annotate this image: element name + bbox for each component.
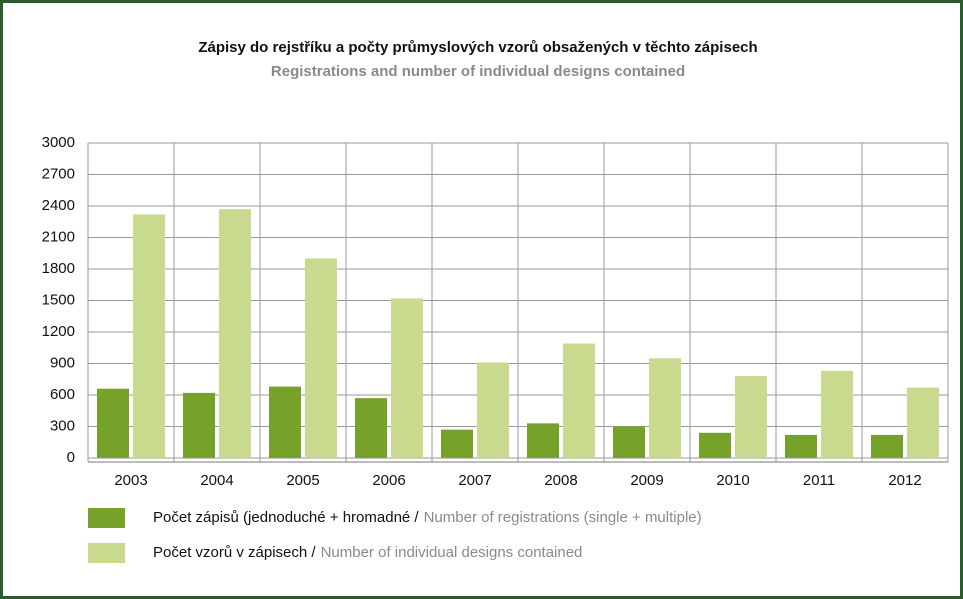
bar (821, 370, 853, 458)
bar (785, 434, 817, 458)
x-tick-label: 2003 (114, 472, 147, 489)
y-tick-label: 300 (50, 417, 75, 434)
bar (613, 426, 645, 458)
legend-swatch (88, 543, 125, 563)
bar (477, 362, 509, 458)
x-tick-label: 2012 (888, 472, 921, 489)
y-tick-label: 2400 (42, 197, 75, 214)
bar (355, 398, 387, 458)
y-tick-label: 1800 (42, 260, 75, 277)
bar (183, 392, 215, 458)
bar (441, 429, 473, 458)
legend-name-en: Number of individual designs contained (321, 544, 583, 561)
bar (219, 209, 251, 458)
bar (649, 358, 681, 458)
bar (871, 434, 903, 458)
bar (391, 298, 423, 458)
x-tick-label: 2011 (803, 472, 835, 489)
y-tick-label: 2100 (42, 228, 75, 245)
bar (907, 387, 939, 458)
x-tick-label: 2009 (630, 472, 663, 489)
bar (735, 376, 767, 458)
legend-name: Počet zápisů (jednoduché + hromadné / (153, 509, 419, 526)
bar (699, 432, 731, 458)
bar (269, 386, 301, 458)
x-tick-label: 2005 (286, 472, 319, 489)
legend-name-en: Number of registrations (single + multip… (424, 509, 702, 526)
bar (563, 343, 595, 458)
legend-label: Počet vzorů v zápisech / Number of indivi… (153, 544, 582, 561)
chart-subtitle: Registrations and number of individual d… (271, 63, 685, 80)
y-tick-label: 600 (50, 386, 75, 403)
x-tick-label: 2004 (200, 472, 233, 489)
x-tick-label: 2007 (458, 472, 491, 489)
legend-label: Počet zápisů (jednoduché + hromadné / Num… (153, 509, 702, 526)
y-tick-label: 900 (50, 354, 75, 371)
y-tick-label: 1500 (42, 291, 75, 308)
legend-swatch (88, 508, 125, 528)
bar (527, 423, 559, 458)
bar (97, 388, 129, 458)
x-tick-label: 2008 (544, 472, 577, 489)
bar (305, 258, 337, 458)
y-tick-label: 0 (67, 449, 75, 466)
legend-name: Počet vzorů v zápisech / (153, 544, 316, 561)
y-tick-label: 2700 (42, 165, 75, 182)
chart-title: Zápisy do rejstříku a počty průmyslových… (198, 39, 757, 56)
x-tick-label: 2006 (372, 472, 405, 489)
y-tick-label: 1200 (42, 323, 75, 340)
x-tick-label: 2010 (716, 472, 749, 489)
bar (133, 214, 165, 458)
y-tick-label: 3000 (42, 134, 75, 151)
